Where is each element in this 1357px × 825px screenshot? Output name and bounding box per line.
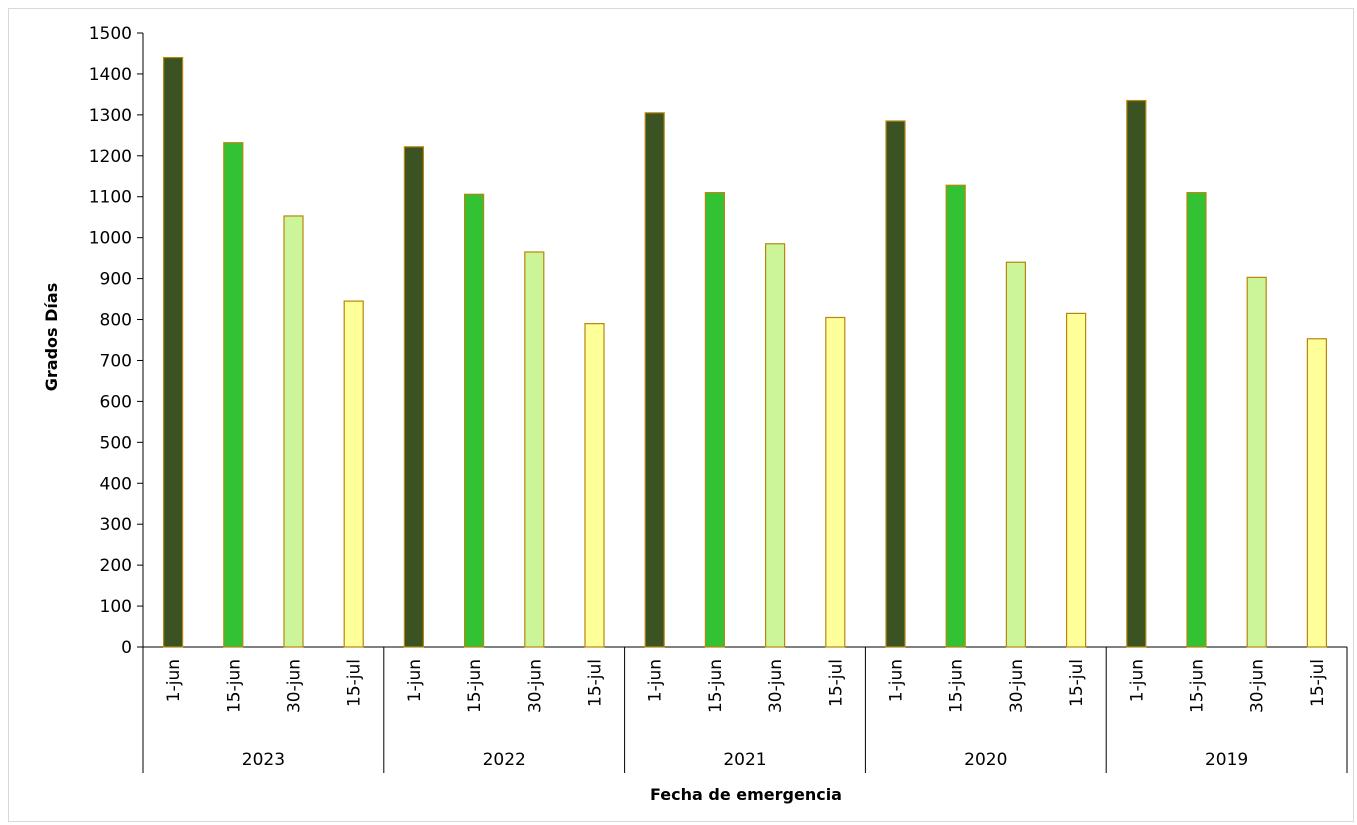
bar xyxy=(1246,276,1267,648)
bars xyxy=(163,56,1328,648)
bar xyxy=(1126,99,1147,648)
y-tick-label: 500 xyxy=(100,433,132,453)
y-tick-label: 300 xyxy=(100,515,132,535)
x-category-label: 30-jun xyxy=(1248,659,1268,713)
y-tick-label: 1200 xyxy=(89,147,132,167)
bar xyxy=(524,251,545,648)
x-category-label: 15-jul xyxy=(345,659,365,707)
y-tick-label: 900 xyxy=(100,270,132,290)
x-category-label: 15-jun xyxy=(224,659,244,713)
bar xyxy=(704,192,726,648)
x-category-label: 1-jun xyxy=(1127,659,1147,702)
y-axis-title: Grados Días xyxy=(42,283,61,391)
bar xyxy=(343,300,364,648)
bar xyxy=(223,142,244,648)
x-category-label: 15-jul xyxy=(1308,659,1328,707)
y-tick-label: 400 xyxy=(100,474,132,494)
x-category-label: 30-jun xyxy=(766,659,786,713)
x-category-label: 30-jun xyxy=(1007,659,1027,713)
bar xyxy=(584,323,605,648)
y-tick-label: 0 xyxy=(121,638,132,658)
bar xyxy=(764,243,786,648)
x-category-label: 15-jul xyxy=(1067,659,1087,707)
x-category-label: 15-jul xyxy=(826,659,846,707)
bar xyxy=(403,146,424,648)
labels: 0 100 200 300 400 500 600 700 800 900 1000 1100 1200… xyxy=(89,24,1328,770)
y-tick-label: 100 xyxy=(100,597,132,617)
bar xyxy=(283,215,304,648)
bar xyxy=(1005,261,1027,648)
y-tick-label: 800 xyxy=(100,311,132,331)
bar xyxy=(885,120,906,648)
x-category-label: 15-jun xyxy=(465,659,485,713)
bar xyxy=(945,184,966,648)
bar xyxy=(1306,338,1328,648)
x-category-label: 30-jun xyxy=(525,659,545,713)
x-category-label: 15-jun xyxy=(1188,659,1208,713)
y-tick-label: 600 xyxy=(100,392,132,412)
y-tick-label: 1300 xyxy=(89,106,132,126)
bar xyxy=(163,56,184,648)
x-axis-title: Fecha de emergencia xyxy=(650,785,842,804)
x-category-label: 15-jun xyxy=(706,659,726,713)
x-category-label: 1-jun xyxy=(887,659,907,702)
x-category-label: 15-jul xyxy=(586,659,606,707)
group-label: 2020 xyxy=(964,750,1007,770)
group-label: 2019 xyxy=(1205,750,1248,770)
y-tick-label: 200 xyxy=(100,556,132,576)
bar xyxy=(644,112,665,648)
bar xyxy=(1065,312,1087,648)
x-category-label: 1-jun xyxy=(164,659,184,702)
bar xyxy=(464,193,485,648)
chart-frame xyxy=(8,8,1354,822)
group-label: 2021 xyxy=(723,750,766,770)
y-tick-label: 1400 xyxy=(89,65,132,85)
bar xyxy=(1186,192,1207,648)
y-tick-label: 700 xyxy=(100,351,132,371)
group-label: 2023 xyxy=(242,750,285,770)
bar xyxy=(825,316,846,648)
x-category-label: 30-jun xyxy=(285,659,305,713)
x-category-label: 1-jun xyxy=(405,659,425,702)
axes xyxy=(137,32,1348,773)
x-category-label: 1-jun xyxy=(646,659,666,702)
y-tick-label: 1100 xyxy=(89,188,132,208)
y-tick-label: 1500 xyxy=(89,24,132,44)
group-label: 2022 xyxy=(483,750,526,770)
y-tick-label: 1000 xyxy=(89,229,132,249)
x-category-label: 15-jun xyxy=(947,659,967,713)
